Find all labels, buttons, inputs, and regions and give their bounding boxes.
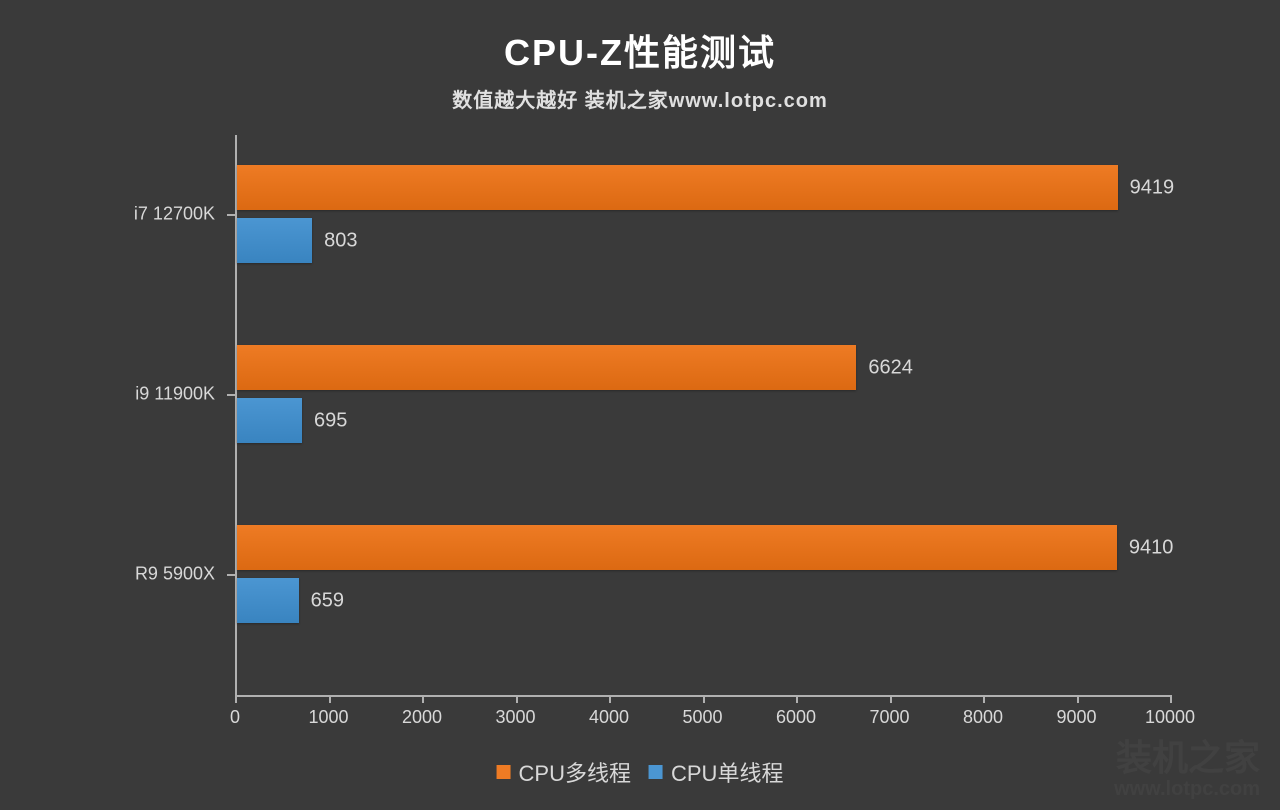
x-tick-label: 3000	[495, 707, 535, 728]
x-tick-label: 10000	[1145, 707, 1195, 728]
y-tick	[227, 574, 235, 576]
legend-label: CPU单线程	[671, 756, 783, 788]
y-tick	[227, 214, 235, 216]
x-tick	[983, 695, 985, 703]
bar-value-label: 9419	[1130, 176, 1175, 199]
title-block: CPU-Z性能测试 数值越大越好 装机之家www.lotpc.com	[0, 0, 1280, 113]
x-tick-label: 7000	[869, 707, 909, 728]
x-tick	[235, 695, 237, 703]
x-tick	[890, 695, 892, 703]
watermark-line1: 装机之家	[1114, 738, 1260, 778]
x-tick-label: 1000	[308, 707, 348, 728]
x-tick-label: 9000	[1056, 707, 1096, 728]
bar-value-label: 9410	[1129, 536, 1174, 559]
x-tick	[516, 695, 518, 703]
bar-value-label: 803	[324, 229, 357, 252]
bar-value-label: 695	[314, 409, 347, 432]
bar	[237, 165, 1118, 210]
watermark: 装机之家 www.lotpc.com	[1114, 738, 1260, 800]
x-tick	[609, 695, 611, 703]
bar	[237, 345, 856, 390]
x-tick	[1077, 695, 1079, 703]
legend-swatch	[497, 765, 511, 779]
watermark-line2: www.lotpc.com	[1114, 778, 1260, 800]
x-tick-label: 5000	[682, 707, 722, 728]
x-tick	[796, 695, 798, 703]
legend-label: CPU多线程	[519, 756, 631, 788]
legend-item: CPU单线程	[649, 756, 783, 788]
x-tick	[703, 695, 705, 703]
x-tick	[1170, 695, 1172, 703]
x-tick-label: 8000	[963, 707, 1003, 728]
bar	[237, 578, 299, 623]
y-tick	[227, 394, 235, 396]
bar-value-label: 659	[311, 589, 344, 612]
bar	[237, 398, 302, 443]
bar	[237, 525, 1117, 570]
x-tick	[329, 695, 331, 703]
x-tick	[422, 695, 424, 703]
legend: CPU多线程 CPU单线程	[497, 756, 784, 788]
x-tick-label: 6000	[776, 707, 816, 728]
plot-area: 0100020003000400050006000700080009000100…	[235, 135, 1170, 695]
x-tick-label: 4000	[589, 707, 629, 728]
chart-title: CPU-Z性能测试	[0, 24, 1280, 76]
x-tick-label: 0	[230, 707, 240, 728]
category-label: R9 5900X	[135, 564, 215, 585]
bar	[237, 218, 312, 263]
legend-swatch	[649, 765, 663, 779]
category-label: i7 12700K	[134, 204, 215, 225]
chart-subtitle: 数值越大越好 装机之家www.lotpc.com	[0, 84, 1280, 113]
bar-value-label: 6624	[868, 356, 913, 379]
category-label: i9 11900K	[135, 384, 215, 405]
x-tick-label: 2000	[402, 707, 442, 728]
legend-item: CPU多线程	[497, 756, 631, 788]
